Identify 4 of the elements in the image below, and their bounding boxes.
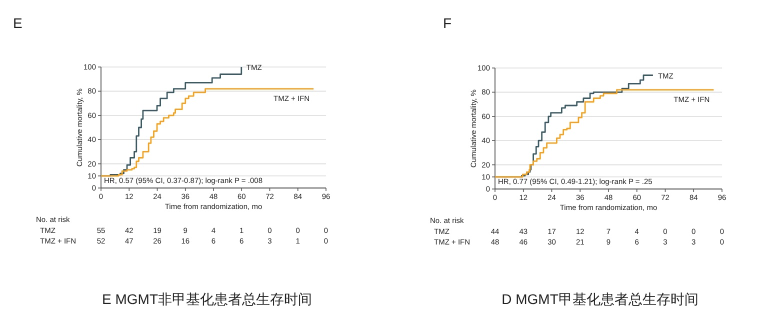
text: D MGMT甲基化患者总生存时间 [502, 291, 698, 307]
chart-title: E [13, 15, 22, 31]
text: E MGMT非甲基化患者总生存时间 [102, 291, 312, 307]
chart-title: F [443, 15, 452, 31]
